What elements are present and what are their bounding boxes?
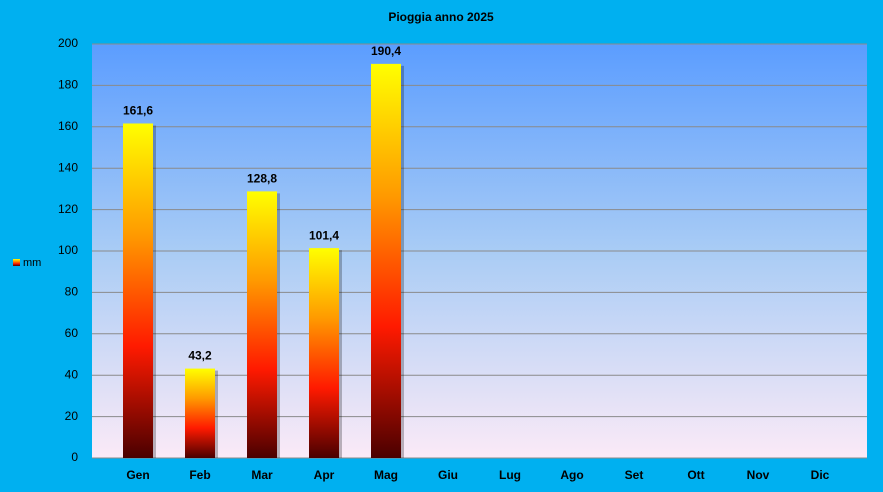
data-label: 43,2 xyxy=(188,349,212,363)
x-tick-label: Feb xyxy=(189,468,210,482)
y-tick-label: 140 xyxy=(58,160,78,174)
chart-title: Pioggia anno 2025 xyxy=(388,10,494,24)
bar xyxy=(247,191,277,458)
y-tick-label: 160 xyxy=(58,119,78,133)
x-tick-label: Lug xyxy=(499,468,521,482)
y-tick-label: 200 xyxy=(58,36,78,50)
bar xyxy=(371,63,401,458)
bar xyxy=(309,248,339,458)
x-tick-label: Nov xyxy=(747,468,770,482)
legend-label: mm xyxy=(23,257,41,269)
y-tick-label: 120 xyxy=(58,202,78,216)
bar xyxy=(185,368,215,458)
x-tick-label: Mar xyxy=(251,468,273,482)
y-tick-label: 80 xyxy=(65,285,79,299)
y-tick-label: 0 xyxy=(71,450,78,464)
data-label: 128,8 xyxy=(247,172,277,186)
data-label: 190,4 xyxy=(371,44,401,58)
x-tick-label: Mag xyxy=(374,468,398,482)
bar xyxy=(123,123,153,458)
x-tick-label: Giu xyxy=(438,468,458,482)
y-tick-label: 100 xyxy=(58,243,78,257)
x-tick-label: Ago xyxy=(560,468,583,482)
data-label: 101,4 xyxy=(309,228,339,242)
x-tick-label: Dic xyxy=(811,468,830,482)
y-tick-label: 40 xyxy=(65,367,79,381)
x-tick-label: Ott xyxy=(687,468,704,482)
y-tick-label: 180 xyxy=(58,78,78,92)
x-tick-label: Set xyxy=(625,468,644,482)
legend-swatch xyxy=(13,259,20,266)
y-tick-label: 20 xyxy=(65,409,79,423)
x-tick-label: Apr xyxy=(314,468,335,482)
data-label: 161,6 xyxy=(123,104,153,118)
y-tick-label: 60 xyxy=(65,326,79,340)
x-tick-label: Gen xyxy=(126,468,149,482)
